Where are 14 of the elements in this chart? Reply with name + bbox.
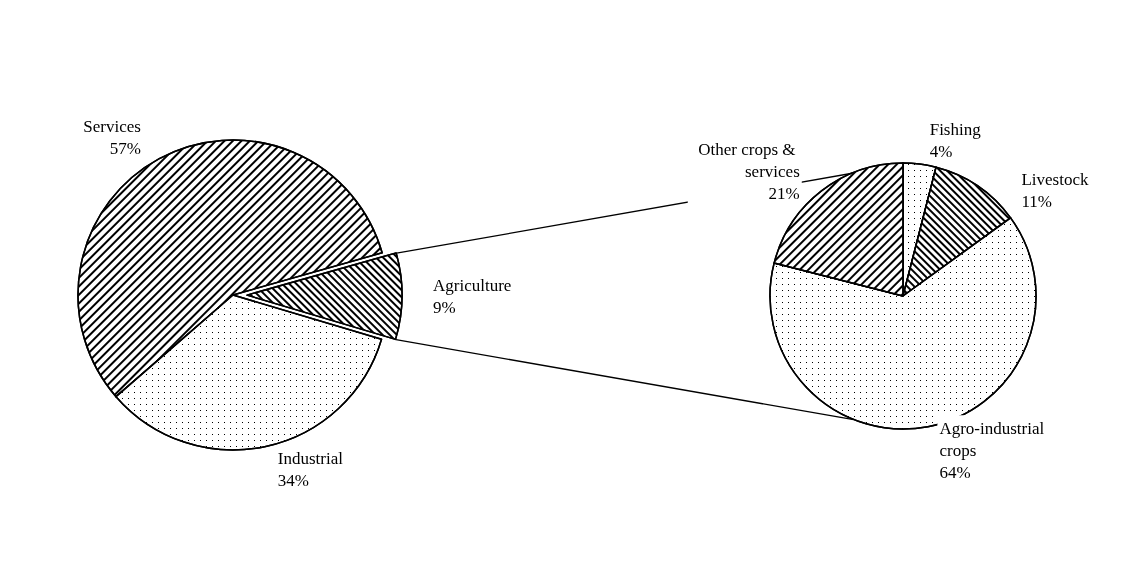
data-label: 9% [433, 297, 456, 317]
data-label: 64% [939, 462, 971, 482]
slice-label: Livestock [1021, 169, 1090, 189]
data-label: 34% [277, 471, 309, 491]
data-label: 57% [109, 139, 141, 159]
slice-label: Fishing [929, 119, 982, 139]
slice-label: Other crops & services [698, 140, 800, 182]
data-label: 21% [768, 184, 800, 204]
data-label: 4% [929, 141, 953, 161]
slice-label: Agriculture [433, 275, 512, 295]
slice-label: Agro-industrial crops [939, 418, 1049, 460]
data-label: 11% [1021, 191, 1052, 211]
slice-label: Services [83, 117, 141, 137]
slice-label: Industrial [277, 449, 344, 469]
